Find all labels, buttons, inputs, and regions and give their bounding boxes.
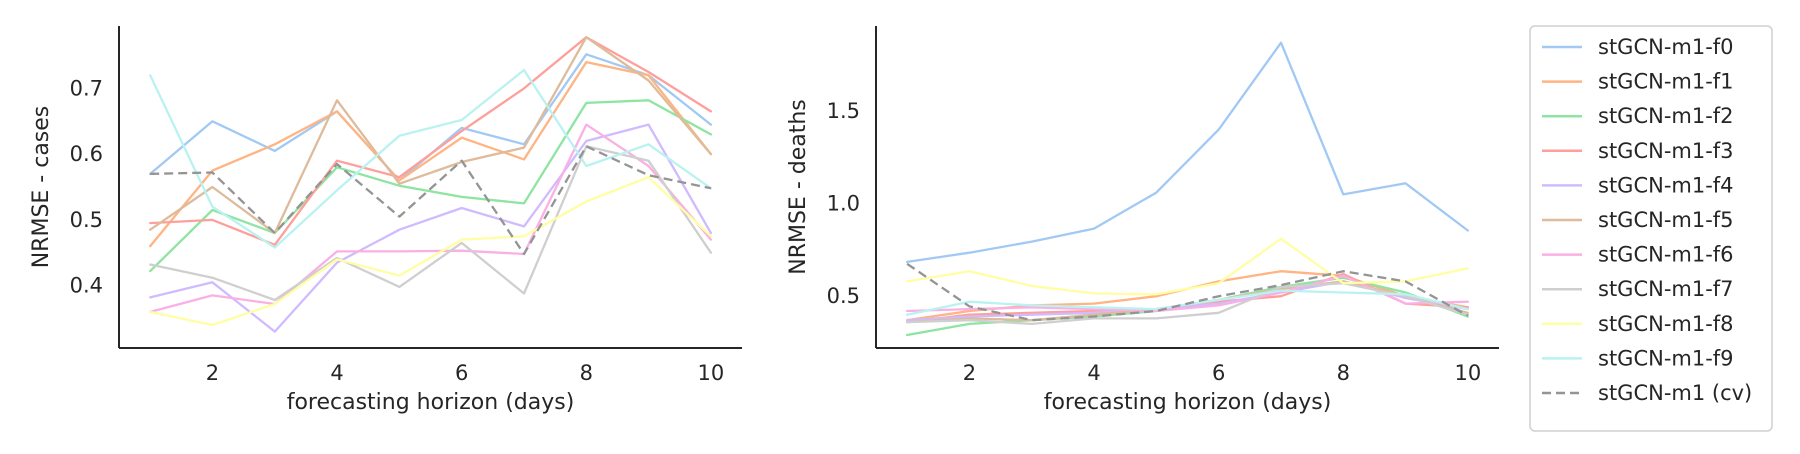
deaths-y-tick-label: 1.0	[827, 192, 860, 216]
legend-label-10: stGCN-m1 (cv)	[1598, 381, 1752, 405]
deaths-y-tick-label: 1.5	[827, 99, 860, 123]
deaths-x-tick-label: 2	[963, 361, 976, 385]
deaths-x-tick-label: 6	[1212, 361, 1225, 385]
legend-label-1: stGCN-m1-f1	[1598, 70, 1734, 94]
legend-label-6: stGCN-m1-f6	[1598, 243, 1734, 267]
legend-label-5: stGCN-m1-f5	[1598, 208, 1734, 232]
cases-y-axis-label: NRMSE - cases	[29, 106, 54, 269]
cases-y-tick-label: 0.6	[70, 142, 103, 166]
deaths-x-tick-label: 8	[1337, 361, 1350, 385]
cases-x-tick-label: 4	[330, 361, 343, 385]
deaths-x-axis-label: forecasting horizon (days)	[1044, 390, 1332, 415]
legend-label-2: stGCN-m1-f2	[1598, 104, 1734, 128]
legend-label-0: stGCN-m1-f0	[1598, 35, 1734, 59]
legend-label-8: stGCN-m1-f8	[1598, 312, 1734, 336]
deaths-series-line-0	[905, 41, 1469, 264]
cases-series-line-5	[149, 36, 713, 235]
deaths-series-line-10	[906, 262, 1469, 322]
cases-series-line-1	[149, 60, 713, 248]
legend-label-4: stGCN-m1-f4	[1598, 173, 1734, 197]
chart-cases: 2 4 6 8 10 0.4 0.5 0.6 0.7 forecasting horizon (d…	[29, 26, 742, 415]
deaths-y-tick-label: 0.5	[827, 284, 860, 308]
cases-series-line-9	[149, 68, 713, 249]
cases-series-line-3	[149, 36, 713, 246]
deaths-x-tick-label: 10	[1454, 361, 1481, 385]
cases-series-line-6	[149, 123, 713, 314]
cases-series-line-10	[150, 145, 712, 256]
cases-y-tick-label: 0.4	[70, 274, 103, 298]
cases-series-line-2	[149, 99, 713, 273]
cases-series-line-7	[149, 145, 713, 302]
chart-deaths: 2 4 6 8 10 0.5 1.0 1.5 forecasting horizon (days…	[786, 26, 1499, 415]
deaths-y-axis-label: NRMSE - deaths	[786, 99, 811, 275]
deaths-series-line-7	[905, 282, 1469, 326]
cases-y-tick-label: 0.5	[70, 208, 103, 232]
cases-series-line-4	[149, 123, 713, 333]
cases-series-line-8	[149, 175, 713, 327]
cases-x-tick-label: 10	[697, 361, 724, 385]
deaths-x-tick-label: 4	[1087, 361, 1100, 385]
cases-x-tick-label: 2	[206, 361, 219, 385]
cases-y-tick-label: 0.7	[70, 76, 103, 100]
deaths-series-line-8	[905, 237, 1469, 296]
legend-frame	[1529, 25, 1773, 432]
legend-label-9: stGCN-m1-f9	[1598, 346, 1734, 370]
cases-x-tick-label: 8	[580, 361, 593, 385]
legend: stGCN-m1-f0 stGCN-m1-f1 stGCN-m1-f2 stGCN-m…	[1529, 25, 1773, 432]
cases-x-tick-label: 6	[455, 361, 468, 385]
legend-label-7: stGCN-m1-f7	[1598, 277, 1734, 301]
legend-label-3: stGCN-m1-f3	[1598, 139, 1734, 163]
cases-x-axis-label: forecasting horizon (days)	[287, 390, 575, 415]
